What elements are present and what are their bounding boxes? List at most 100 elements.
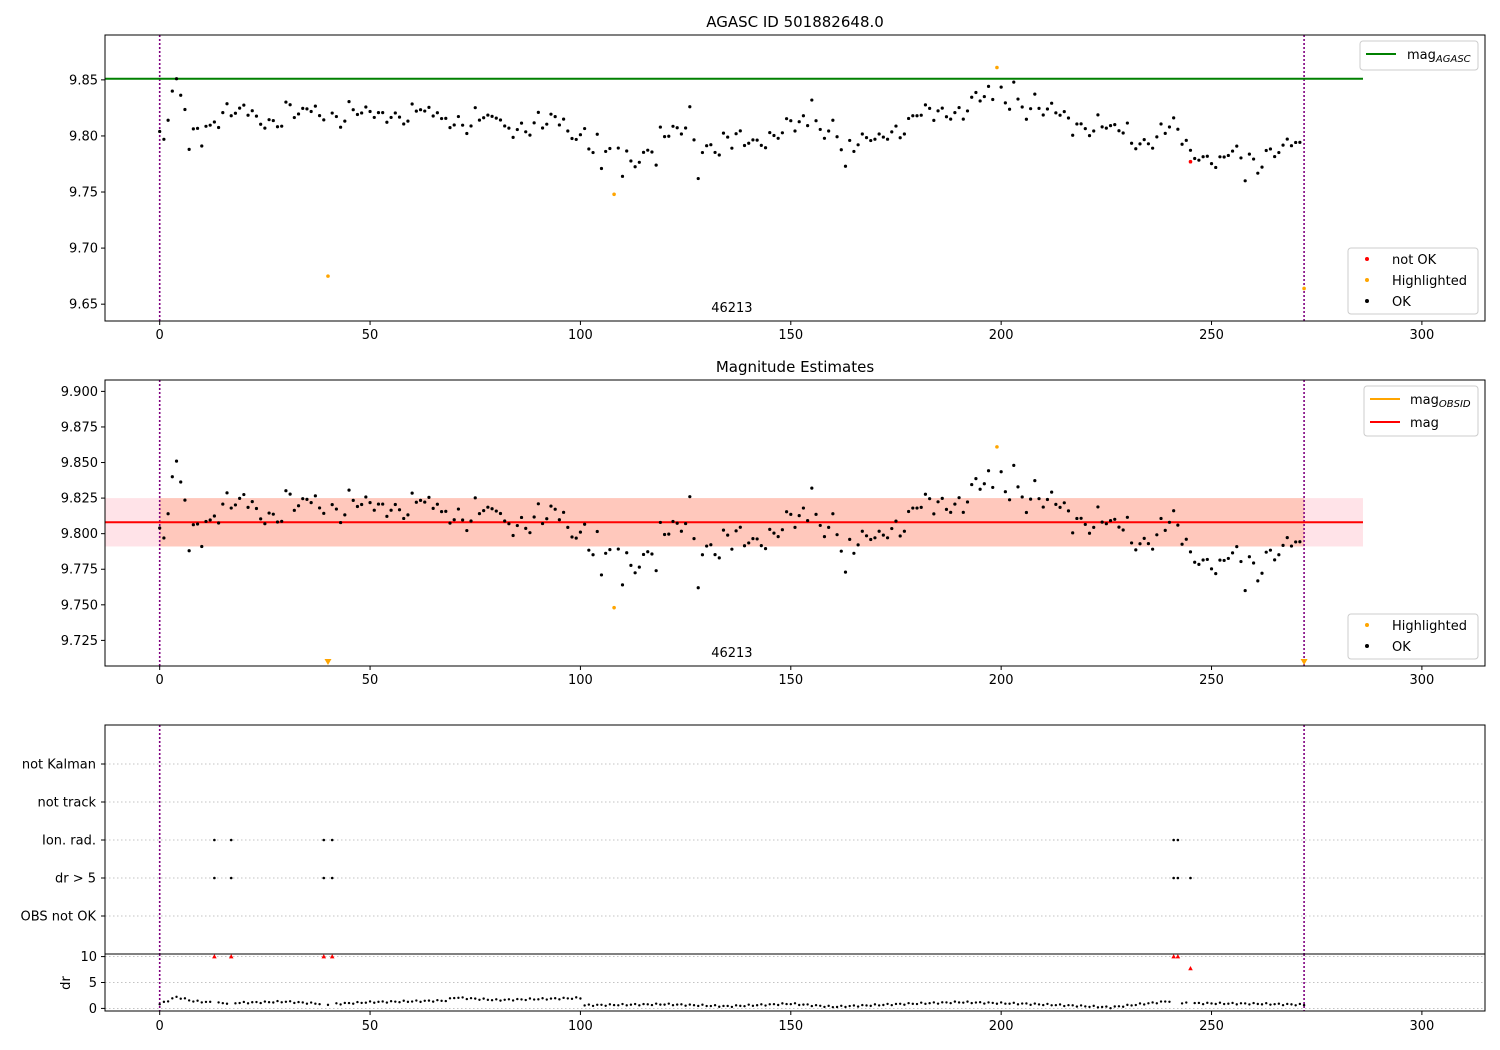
p2-ok-point — [1041, 505, 1045, 509]
p2-ok-point — [259, 517, 263, 521]
p4-dr-point — [259, 1001, 262, 1005]
p1-y-tick-label: 9.65 — [69, 298, 98, 313]
p2-ok-point — [1159, 516, 1163, 521]
p2-ok-point — [1151, 547, 1155, 551]
p2-ok-point — [650, 552, 654, 556]
p4-dr-point — [453, 996, 456, 1000]
p1-ok-point — [1033, 92, 1037, 96]
p2-ok-point — [267, 511, 271, 515]
p1-ok-point — [713, 150, 717, 155]
p1-ok-point — [1159, 122, 1163, 126]
p1-ok-point — [1230, 149, 1235, 153]
p1-ok-point — [301, 106, 305, 110]
p2-y-tick-label: 9.800 — [61, 527, 98, 542]
p2-ok-point — [528, 531, 532, 535]
p2-ok-point — [212, 514, 216, 518]
p2-ok-point — [1172, 509, 1176, 513]
p2-highlighted-point — [612, 605, 616, 610]
p4-dr-point — [524, 998, 527, 1002]
p2-ok-point — [191, 523, 195, 527]
flags-panel: OBS not OK dr > 5 Ion. rad. not track not Ka… — [21, 724, 1486, 955]
p2-ok-point — [456, 507, 461, 511]
p4-dr-point — [1126, 1003, 1129, 1007]
p4-dr-point — [1016, 1003, 1020, 1006]
p1-ok-point — [183, 107, 187, 112]
p2-ok-point — [540, 521, 545, 526]
p4-dr-point — [1105, 1005, 1108, 1008]
p2-x-tick-label: 0 — [156, 673, 164, 688]
p2-x-tick-label: 200 — [989, 673, 1014, 688]
p2-legend-label: OK — [1392, 640, 1411, 655]
p2-ok-point — [553, 507, 557, 511]
p1-ok-point — [238, 106, 242, 110]
p4-dr-point — [158, 1003, 161, 1006]
p2-ok-point — [1045, 497, 1050, 502]
p4-dr-point — [1201, 1002, 1205, 1006]
p4-dr-point — [398, 1000, 401, 1004]
p1-ok-point — [789, 119, 793, 123]
p1-ok-point — [1273, 154, 1277, 159]
p4-dr-point — [1269, 1003, 1272, 1006]
p1-ok-point — [991, 97, 995, 102]
p1-ok-point — [902, 132, 906, 136]
p1-ok-point — [246, 113, 250, 117]
p1-ok-point — [540, 126, 545, 130]
p1-ok-point — [604, 149, 608, 154]
p2-ok-point — [742, 544, 747, 548]
p2-ok-point — [822, 535, 827, 539]
p2-ok-point — [1167, 520, 1172, 524]
p4-dr-point — [999, 1001, 1003, 1004]
p2-ok-point — [200, 544, 204, 549]
p1-ok-point — [843, 164, 848, 168]
p4-y-tick-label: 0 — [89, 1002, 97, 1017]
p4-dr-point — [920, 1001, 923, 1004]
p4-dr-point — [583, 1004, 586, 1007]
p4-dr-point — [427, 999, 431, 1002]
p1-ok-point — [654, 163, 658, 167]
p1-ok-point — [982, 94, 986, 99]
p4-dr-point — [945, 1001, 948, 1004]
p4-dr-point — [844, 1005, 847, 1009]
p2-ok-point — [831, 512, 835, 516]
p2-ok-point — [473, 496, 477, 500]
p2-ok-point — [225, 491, 229, 495]
p1-ok-point — [755, 138, 759, 142]
p1-ok-point — [536, 110, 540, 114]
p2-ok-point — [797, 514, 801, 518]
p4-dr-point — [516, 997, 519, 1001]
p4-dr-point — [928, 1002, 931, 1005]
p2-ok-point — [317, 506, 322, 510]
p4-dr-point — [978, 1000, 982, 1004]
p1-ok-point — [1201, 155, 1205, 159]
p4-dr-point — [394, 1000, 397, 1003]
p4-dr-point — [949, 1001, 952, 1005]
p4-dr-point — [410, 1000, 414, 1003]
p4-dr-point — [877, 1004, 881, 1007]
p2-ok-point — [738, 525, 742, 529]
p2-ok-point — [431, 506, 435, 510]
p1-ok-point — [1205, 154, 1209, 158]
p1-ok-point — [877, 132, 881, 136]
p1-legend-label: OK — [1392, 295, 1411, 310]
p1-ok-point — [1197, 158, 1201, 162]
p1-ok-point — [608, 146, 612, 151]
p2-ok-point — [789, 512, 793, 516]
p3-flag-point — [1172, 876, 1175, 880]
p2-ok-point — [919, 505, 923, 509]
p4-dr-point — [1096, 1006, 1100, 1009]
p2-ok-point — [860, 529, 864, 533]
p2-ok-point — [814, 512, 818, 516]
p1-ok-point — [1007, 107, 1012, 111]
p4-dr-point — [562, 996, 565, 1000]
p2-legend-marker — [1365, 623, 1369, 627]
p3-flag-point — [330, 876, 334, 880]
p2-ok-point — [662, 532, 667, 537]
p2-ok-point — [439, 510, 444, 514]
p2-ok-point — [1209, 567, 1214, 571]
p2-ok-point — [490, 507, 494, 511]
p4-dr-point — [1206, 1001, 1209, 1005]
p2-ok-point — [982, 482, 986, 486]
p1-highlighted-point — [326, 274, 330, 278]
p2-ok-point — [1205, 557, 1209, 562]
p3-axes-frame — [104, 724, 1486, 955]
